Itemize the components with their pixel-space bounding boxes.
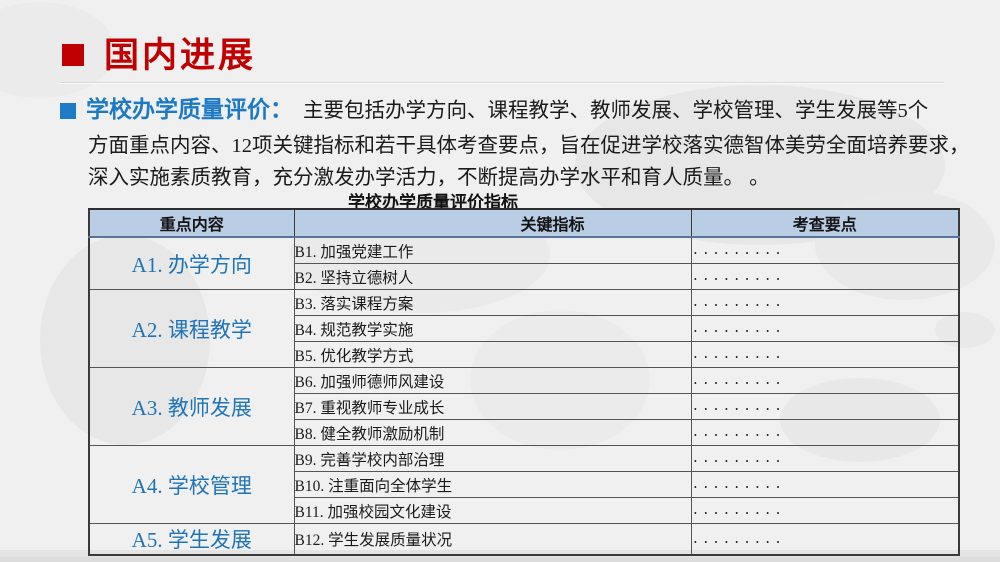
indicator-cell: B12. 学生发展质量状况 — [293, 523, 692, 556]
group-label-cell: A5. 学生发展 — [88, 523, 295, 556]
table-title: 学校办学质量评价指标 — [348, 193, 518, 212]
intro-heading: 学校办学质量评价： — [86, 96, 293, 122]
table-row: B4. 规范教学实施 ......... — [89, 315, 960, 342]
points-cell: ......... — [690, 471, 960, 498]
table-row: B8. 健全教师激励机制 ......... — [89, 419, 960, 446]
indicator-cell: B3. 落实课程方案 — [293, 289, 692, 316]
points-cell: ......... — [690, 236, 960, 264]
points-cell: ......... — [690, 393, 960, 420]
intro-text-2: 方面重点内容、12项关键指标和若干具体考查要点，旨在促进学校落实德智体美劳全面培… — [88, 134, 970, 157]
table-row: A1. 办学方向 B1. 加强党建工作 ......... — [88, 236, 960, 290]
title-bullet-icon — [62, 44, 84, 66]
intro-text-3: 深入实施素质教育，充分激发办学活力，不断提高办学水平和育人质量。 。 — [88, 167, 770, 189]
table-row: A5. 学生发展 B12. 学生发展质量状况 ......... — [88, 523, 960, 556]
points-cell: ......... — [690, 419, 960, 446]
intro-line-1: 学校办学质量评价： 主要包括办学方向、课程教学、教师发展、学校管理、学生发展等5个 — [86, 93, 986, 130]
table-row: A4. 学校管理 B9. 完善学校内部治理 ......... — [88, 445, 960, 524]
indicator-cell: B6. 加强师德师风建设 — [293, 367, 692, 394]
group-label-cell: A4. 学校管理 — [88, 445, 295, 524]
intro-text-1: 主要包括办学方向、课程教学、教师发展、学校管理、学生发展等5个 — [303, 100, 929, 122]
indicator-cell: B10. 注重面向全体学生 — [293, 471, 692, 498]
points-cell: ......... — [690, 315, 960, 342]
points-cell: ......... — [690, 263, 960, 290]
table-row: B2. 坚持立德树人 ......... — [89, 263, 960, 290]
table-header-row: 重点内容 关键指标 考查要点 — [88, 208, 960, 238]
page-title: 国内进展 — [104, 36, 257, 75]
indicator-cell: B4. 规范教学实施 — [293, 315, 692, 342]
points-cell: ......... — [690, 367, 960, 394]
group-label-cell: A3. 教师发展 — [88, 367, 295, 446]
table-row: A2. 课程教学 B3. 落实课程方案 ......... — [88, 289, 960, 368]
table-row: A3. 教师发展 B6. 加强师德师风建设 ......... — [88, 367, 960, 446]
indicator-cell: B5. 优化教学方式 — [293, 341, 692, 368]
points-cell: ......... — [690, 445, 960, 472]
indicator-cell: B8. 健全教师激励机制 — [293, 419, 692, 446]
points-cell: ......... — [690, 497, 960, 524]
intro-bullet-icon — [60, 103, 76, 119]
column-header-key-indicators: 关键指标 — [293, 208, 692, 238]
table-row: B5. 优化教学方式 ......... — [89, 341, 960, 368]
group-label-cell: A1. 办学方向 — [88, 236, 295, 290]
evaluation-table: 重点内容 关键指标 考查要点 A1. 办学方向 B1. 加强党建工作 .....… — [88, 208, 960, 556]
indicator-cell: B1. 加强党建工作 — [293, 236, 692, 264]
indicator-cell: B7. 重视教师专业成长 — [293, 393, 692, 420]
points-cell: ......... — [690, 523, 960, 556]
points-cell: ......... — [690, 341, 960, 368]
group-label-cell: A2. 课程教学 — [88, 289, 295, 368]
indicator-cell: B9. 完善学校内部治理 — [293, 445, 692, 472]
intro-paragraph: 学校办学质量评价： 主要包括办学方向、课程教学、教师发展、学校管理、学生发展等5个… — [86, 93, 986, 195]
indicator-cell: B2. 坚持立德树人 — [293, 263, 692, 290]
points-cell: ......... — [690, 289, 960, 316]
column-header-exam-points: 考查要点 — [690, 208, 960, 238]
title-divider — [60, 82, 944, 84]
table-row: B10. 注重面向全体学生 ......... — [89, 471, 960, 498]
table-row: B7. 重视教师专业成长 ......... — [89, 393, 960, 420]
column-header-key-content: 重点内容 — [88, 208, 295, 238]
table-row: B11. 加强校园文化建设 ......... — [89, 497, 960, 524]
indicator-cell: B11. 加强校园文化建设 — [293, 497, 692, 524]
